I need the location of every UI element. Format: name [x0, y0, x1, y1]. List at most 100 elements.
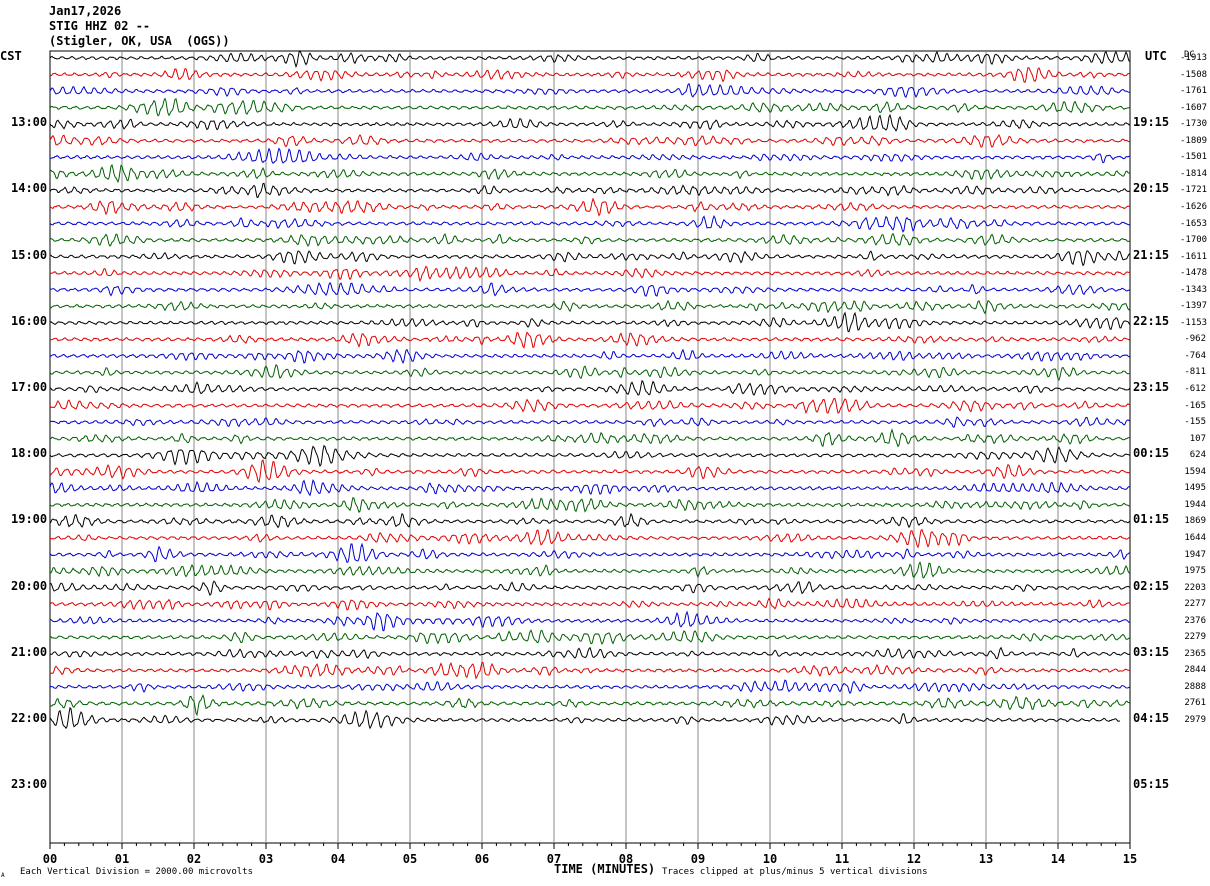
seismic-trace: [49, 444, 1131, 468]
dc-offset-label: 2277: [1184, 599, 1206, 610]
dc-offset-label: -1153: [1180, 317, 1208, 328]
cst-time-label: 23:00: [11, 777, 48, 792]
x-tick-label: 11: [835, 852, 849, 866]
seismic-trace: [49, 479, 1131, 497]
dc-offset-label: -1626: [1180, 201, 1208, 212]
seismic-trace: [49, 561, 1131, 579]
seismic-trace: [49, 694, 1131, 717]
cst-time-label: 22:00: [11, 711, 48, 725]
seismic-trace: [49, 348, 1131, 365]
seismic-trace: [49, 428, 1131, 448]
x-tick-label: 09: [691, 852, 705, 866]
utc-time-label: 03:15: [1133, 644, 1170, 659]
dc-offset-label: -612: [1184, 384, 1206, 394]
seismic-trace: [49, 113, 1131, 132]
dc-offset-label: -1761: [1180, 86, 1208, 97]
cst-time-label: 19:00: [11, 512, 48, 527]
seismic-trace: [49, 197, 1131, 217]
seismic-trace: [49, 610, 1131, 632]
x-tick-label: 04: [331, 852, 345, 866]
seismic-trace: [50, 661, 1131, 680]
seismic-trace: [49, 528, 1131, 549]
seismic-trace: [49, 542, 1131, 564]
seismic-trace: [49, 133, 1131, 148]
utc-time-label: 23:15: [1133, 380, 1170, 394]
cst-time-label: 14:00: [11, 181, 48, 196]
dc-offset-label: 2979: [1184, 715, 1206, 725]
dc-offset-label: 2365: [1184, 648, 1206, 659]
dc-offset-label: 2279: [1184, 632, 1206, 643]
x-tick-label: 14: [1051, 852, 1065, 866]
dc-offset-label: -1700: [1180, 235, 1208, 246]
dc-offset-label: -1653: [1180, 218, 1208, 229]
x-tick-label: 02: [187, 852, 201, 866]
seismic-trace: [49, 182, 1131, 198]
seismic-trace: [49, 580, 1131, 597]
cst-time-label: 17:00: [11, 380, 48, 394]
dc-offset-label: 107: [1189, 433, 1206, 444]
cst-time-label: 21:00: [11, 644, 48, 659]
dc-offset-label: -1809: [1180, 135, 1208, 146]
dc-offset-label: -1814: [1180, 168, 1208, 179]
cst-time-label: 20:00: [11, 578, 48, 593]
seismic-trace: [49, 163, 1131, 184]
seismic-trace: [49, 250, 1131, 267]
x-tick-label: 07: [547, 852, 561, 866]
dc-offset-label: -1501: [1180, 152, 1208, 163]
x-tick-label: 01: [115, 852, 129, 866]
date-label: Jan17,2026: [49, 4, 122, 18]
dc-offset-label: -1508: [1180, 69, 1208, 80]
dc-offset-label: 1644: [1184, 532, 1206, 543]
seismic-trace: [49, 706, 1121, 730]
x-tick-label: 13: [979, 852, 993, 866]
seismic-trace: [49, 311, 1131, 333]
dc-offset-label: -1478: [1180, 268, 1208, 279]
dc-offset-label: -1397: [1180, 301, 1208, 312]
plot-frame: [49, 50, 1131, 844]
utc-time-label: 02:15: [1133, 578, 1170, 593]
seismic-trace: [49, 49, 1131, 69]
utc-time-label: 19:15: [1133, 115, 1170, 130]
seismic-trace: [49, 679, 1131, 695]
utc-time-label: 05:15: [1133, 777, 1170, 792]
seismic-trace: [49, 82, 1131, 99]
seismic-traces: [49, 49, 1131, 730]
dc-offset-label: -1730: [1180, 119, 1208, 130]
dc-offset-label: -1343: [1180, 284, 1208, 295]
dc-title: DC: [1184, 50, 1195, 60]
dc-offset-label: -764: [1184, 350, 1206, 361]
dc-offset-label: 2203: [1184, 582, 1206, 593]
x-axis-title: TIME (MINUTES): [554, 862, 656, 876]
clip-note: Traces clipped at plus/minus 5 vertical …: [662, 867, 928, 877]
seismic-trace: [49, 281, 1131, 297]
x-tick-label: 05: [403, 852, 417, 866]
dc-offset-label: -1607: [1180, 102, 1208, 113]
dc-offset-label: 2376: [1184, 615, 1206, 626]
dc-offset-label: -1913: [1180, 53, 1208, 63]
utc-time-label: 01:15: [1133, 512, 1170, 527]
dc-offset-label: 2844: [1184, 665, 1206, 676]
x-tick-label: 15: [1123, 852, 1137, 866]
seismic-trace: [49, 215, 1131, 233]
seismic-trace: [49, 646, 1131, 660]
utc-axis-title: UTC: [1145, 49, 1167, 63]
cst-time-label: 15:00: [11, 247, 48, 262]
seismic-trace: [49, 265, 1131, 283]
dc-offset-label: -811: [1184, 367, 1206, 378]
cst-time-label: 18:00: [11, 446, 48, 461]
cst-axis-title: CST: [0, 49, 22, 63]
utc-time-label: 21:15: [1133, 247, 1170, 262]
cst-time-label: 16:00: [11, 313, 48, 328]
dc-offset-label: -155: [1184, 417, 1206, 428]
dc-offset-label: 1944: [1184, 499, 1206, 510]
seismic-trace: [49, 66, 1131, 84]
dc-offset-label: 1594: [1184, 466, 1206, 477]
utc-time-label: 22:15: [1133, 313, 1170, 328]
seismic-trace: [49, 459, 1131, 484]
utc-time-label: 00:15: [1133, 446, 1170, 461]
x-tick-label: 03: [259, 852, 273, 866]
seismic-trace: [49, 379, 1131, 396]
cst-time-label: 13:00: [11, 115, 48, 130]
scale-note: Each Vertical Division = 2000.00 microvo…: [20, 867, 253, 877]
